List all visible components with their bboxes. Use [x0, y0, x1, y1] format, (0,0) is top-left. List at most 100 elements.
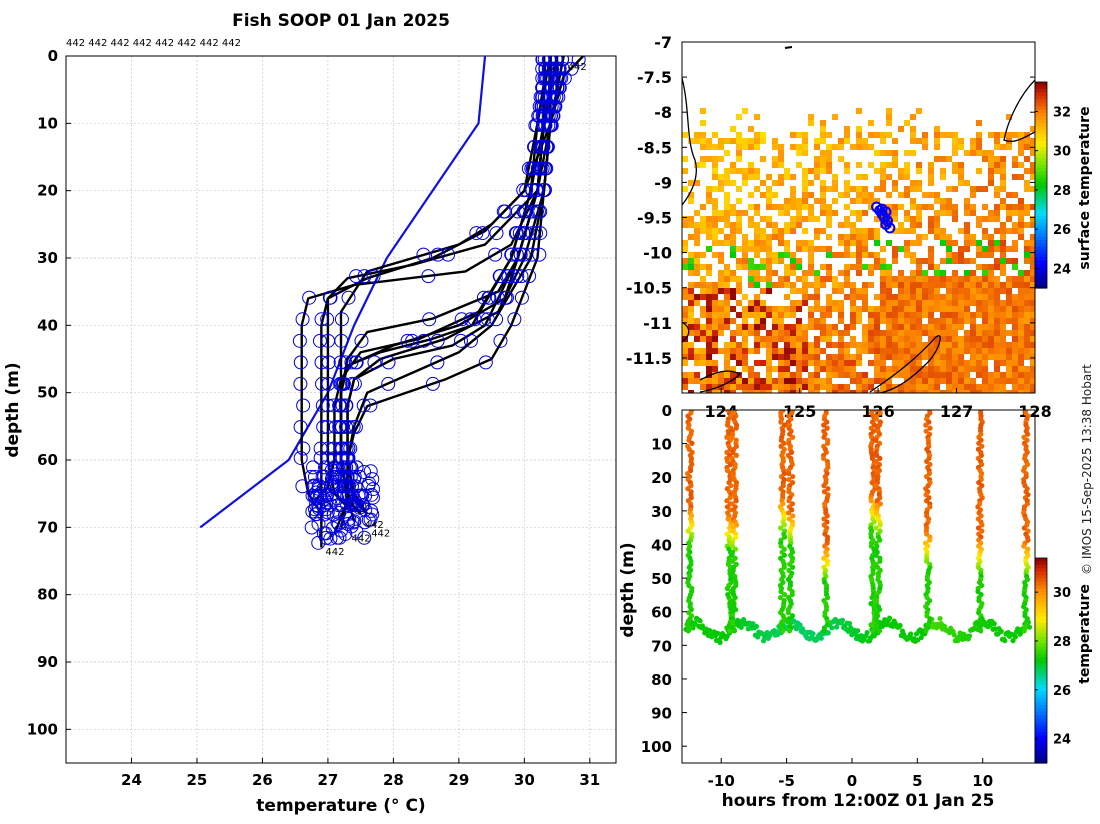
sst-cell: [694, 318, 700, 324]
sst-cell: [994, 330, 1000, 336]
sst-cell: [730, 138, 736, 144]
sst-cell: [778, 312, 784, 318]
sst-cell: [772, 204, 778, 210]
sst-cell: [742, 144, 748, 150]
sst-cell: [982, 348, 988, 354]
sst-cell: [730, 354, 736, 360]
sst-cell: [928, 174, 934, 180]
sst-cell: [1024, 312, 1030, 318]
cluster-marker: [305, 504, 320, 519]
sst-cell: [778, 240, 784, 246]
sst-cell: [892, 330, 898, 336]
sst-cell: [880, 276, 886, 282]
profile-10-marker: [493, 269, 508, 284]
sst-colorbar-swatch: [1035, 277, 1047, 282]
sst-cell: [808, 246, 814, 252]
sst-cell: [844, 270, 850, 276]
sst-colorbar-swatch: [1035, 191, 1047, 196]
sst-cell: [940, 378, 946, 384]
section-cast-point: [1025, 431, 1031, 437]
profile-4-marker: [338, 355, 353, 370]
sst-cell: [892, 138, 898, 144]
sst-cell: [700, 306, 706, 312]
profile-8-marker: [478, 355, 493, 370]
profile-12-marker: [537, 56, 552, 67]
sst-cell: [778, 354, 784, 360]
sst-cell: [832, 390, 838, 393]
sst-cell: [880, 270, 886, 276]
sst-cell: [802, 348, 808, 354]
sst-cell: [904, 252, 910, 258]
sst-cell: [832, 210, 838, 216]
sst-cell: [700, 138, 706, 144]
temperature-colorbar-swatch: [1035, 564, 1047, 569]
temperature-colorbar-swatch: [1035, 561, 1047, 566]
sst-cell: [748, 264, 754, 270]
sst-cell: [832, 144, 838, 150]
sst-cell: [898, 390, 904, 393]
section-cast-point: [1021, 628, 1027, 634]
sst-cell: [1024, 324, 1030, 330]
sst-cell: [850, 366, 856, 372]
sst-cell: [1012, 390, 1018, 393]
sst-cell: [1000, 204, 1006, 210]
sst-cell: [802, 228, 808, 234]
sst-cell: [994, 156, 1000, 162]
section-y-tick-label: 90: [651, 705, 672, 723]
profile-12-marker: [529, 118, 544, 133]
sst-cell: [934, 282, 940, 288]
section-cast-point: [1021, 543, 1027, 549]
section-cast-point: [924, 531, 930, 537]
sst-cell: [934, 390, 940, 393]
section-x-axis-label: hours from 12:00Z 01 Jan 25: [722, 791, 995, 811]
sst-cell: [742, 342, 748, 348]
sst-cell: [754, 144, 760, 150]
sst-cell: [766, 348, 772, 354]
temperature-colorbar-tick-label: 28: [1053, 635, 1071, 650]
sst-cell: [1000, 162, 1006, 168]
profile-axes-frame: [65, 55, 617, 764]
sst-cell: [784, 222, 790, 228]
sst-cell: [772, 324, 778, 330]
sst-cell: [718, 372, 724, 378]
sst-cell: [976, 348, 982, 354]
sst-cell: [1012, 240, 1018, 246]
sst-cell: [1018, 306, 1024, 312]
section-bottom-point: [897, 622, 903, 629]
sst-cell: [952, 366, 958, 372]
cluster-marker: [364, 487, 379, 502]
sst-cell: [700, 312, 706, 318]
sst-cell: [802, 300, 808, 306]
sst-cell: [916, 264, 922, 270]
sst-colorbar-swatch: [1035, 263, 1047, 268]
sst-cell: [898, 276, 904, 282]
sst-cell: [820, 378, 826, 384]
sst-cell: [700, 108, 706, 114]
sst-cell: [922, 288, 928, 294]
sst-cell: [826, 306, 832, 312]
profile-3-marker: [334, 312, 349, 327]
temperature-colorbar-swatch: [1035, 558, 1047, 563]
sst-cell: [736, 222, 742, 228]
sst-cell: [850, 372, 856, 378]
sst-cell: [916, 372, 922, 378]
sst-colorbar-swatch: [1035, 140, 1047, 145]
sst-cell: [958, 300, 964, 306]
sst-cell: [874, 168, 880, 174]
sst-cell: [970, 192, 976, 198]
sst-cell: [862, 198, 868, 204]
sst-cell: [784, 276, 790, 282]
sst-cell: [1000, 306, 1006, 312]
sst-cell: [766, 222, 772, 228]
sst-cell: [724, 240, 730, 246]
sst-cell: [952, 324, 958, 330]
sst-cell: [934, 300, 940, 306]
sst-cell: [832, 300, 838, 306]
sst-colorbar-swatch: [1035, 250, 1047, 255]
section-y-tick-label: 20: [651, 469, 672, 487]
sst-cell: [820, 282, 826, 288]
sst-cell: [964, 306, 970, 312]
sst-cell: [772, 378, 778, 384]
section-cast-point: [825, 486, 831, 492]
sst-cell: [880, 390, 886, 393]
